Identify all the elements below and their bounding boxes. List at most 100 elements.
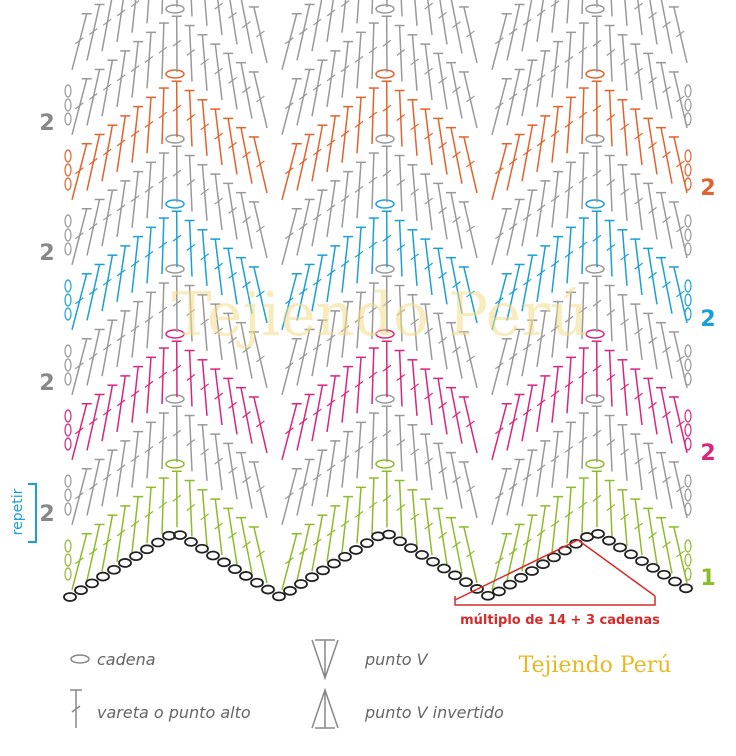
- stitch: [463, 331, 478, 389]
- row-label: 2: [700, 307, 715, 332]
- stitch: [201, 424, 208, 481]
- row-label: 2: [39, 502, 54, 527]
- stitch: [240, 192, 253, 249]
- stitch: [521, 320, 534, 377]
- stitch-tick: [494, 492, 504, 500]
- stitch-tick: [284, 102, 294, 110]
- stitch: [424, 239, 433, 296]
- stitch-tick: [186, 179, 196, 187]
- stitch: [621, 359, 628, 416]
- base-chain: [635, 556, 649, 566]
- stitch-tick: [102, 473, 112, 481]
- peak-chain: [585, 199, 605, 209]
- stitch: [551, 431, 559, 488]
- stitch-tick: [662, 21, 671, 29]
- stitch-tick: [172, 234, 182, 242]
- stitch-tick: [326, 74, 336, 82]
- stitch: [437, 183, 448, 240]
- stitch: [161, 413, 165, 470]
- stitch: [424, 499, 433, 556]
- stitch: [424, 369, 433, 426]
- stitch-tick: [172, 429, 182, 437]
- base-chain: [646, 563, 660, 573]
- stitch: [131, 0, 137, 33]
- stitch-tick: [368, 501, 378, 509]
- stitch-tick: [116, 269, 126, 277]
- edge-chain: [684, 437, 692, 451]
- stitch: [188, 480, 193, 537]
- stitch: [341, 301, 349, 358]
- base-chain: [151, 537, 165, 548]
- stitch: [647, 443, 658, 500]
- stitch-tick: [354, 315, 364, 323]
- legend-label: vareta o punto alto: [97, 703, 251, 722]
- peak-chain: [165, 329, 185, 339]
- stitch: [86, 4, 101, 61]
- stitch-tick: [564, 380, 574, 388]
- stitch-tick: [634, 327, 644, 335]
- stitch-tick: [284, 427, 294, 435]
- stitch: [240, 452, 253, 509]
- stitch-tick: [382, 494, 392, 502]
- stitch-tick: [158, 176, 168, 184]
- stitch-tick: [676, 420, 685, 428]
- stitch-tick: [74, 102, 84, 110]
- stitch: [450, 257, 463, 314]
- edge-chain: [64, 163, 72, 177]
- peak-chain: [375, 4, 395, 14]
- stitch: [146, 32, 152, 89]
- stitch: [341, 0, 347, 33]
- stitch: [86, 329, 101, 386]
- stitch-tick: [298, 547, 308, 555]
- stitch-tick: [298, 352, 308, 360]
- stitch-tick: [312, 213, 322, 221]
- stitch: [71, 533, 88, 590]
- stitch-tick: [228, 466, 237, 474]
- stitch-tick: [116, 464, 126, 472]
- edge-chain: [684, 293, 692, 307]
- peak-chain: [165, 264, 185, 274]
- stitch-tick: [494, 232, 504, 240]
- stitch: [281, 273, 298, 330]
- stitch-tick: [466, 290, 475, 298]
- stitch: [227, 378, 238, 435]
- base-chain: [426, 556, 440, 567]
- stitch: [296, 134, 311, 191]
- stitch: [116, 310, 127, 368]
- stitch-tick: [354, 185, 364, 193]
- stitch-tick: [116, 139, 126, 147]
- stitch-tick: [88, 352, 98, 360]
- stitch: [253, 6, 268, 64]
- stitch: [506, 69, 521, 126]
- stitch-tick: [284, 232, 294, 240]
- stitch-tick: [256, 550, 265, 558]
- stitch: [463, 6, 478, 64]
- stitch: [201, 164, 208, 221]
- base-chain: [393, 536, 407, 547]
- stitch-tick: [312, 18, 322, 26]
- stitch: [253, 461, 268, 519]
- stitch: [491, 273, 508, 330]
- stitch: [227, 443, 238, 500]
- stitch-tick: [228, 141, 237, 149]
- stitch-tick: [172, 364, 182, 372]
- stitch: [371, 23, 375, 80]
- stitch: [424, 44, 433, 101]
- stitch: [240, 0, 253, 54]
- stitch-tick: [676, 290, 685, 298]
- stitch-tick: [200, 188, 210, 196]
- stitch-tick: [452, 21, 461, 29]
- stitch-tick: [522, 83, 532, 91]
- stitch-tick: [410, 448, 420, 456]
- stitch-tick: [536, 269, 546, 277]
- stitch-tick: [158, 371, 168, 379]
- stitch: [356, 32, 362, 89]
- stitch: [227, 248, 238, 305]
- stitch-tick: [634, 67, 644, 75]
- stitch: [116, 180, 127, 238]
- stitch-tick: [312, 408, 322, 416]
- stitch-tick: [312, 473, 322, 481]
- stitch: [463, 526, 478, 584]
- stitch-tick: [144, 120, 154, 128]
- stitch: [649, 0, 658, 45]
